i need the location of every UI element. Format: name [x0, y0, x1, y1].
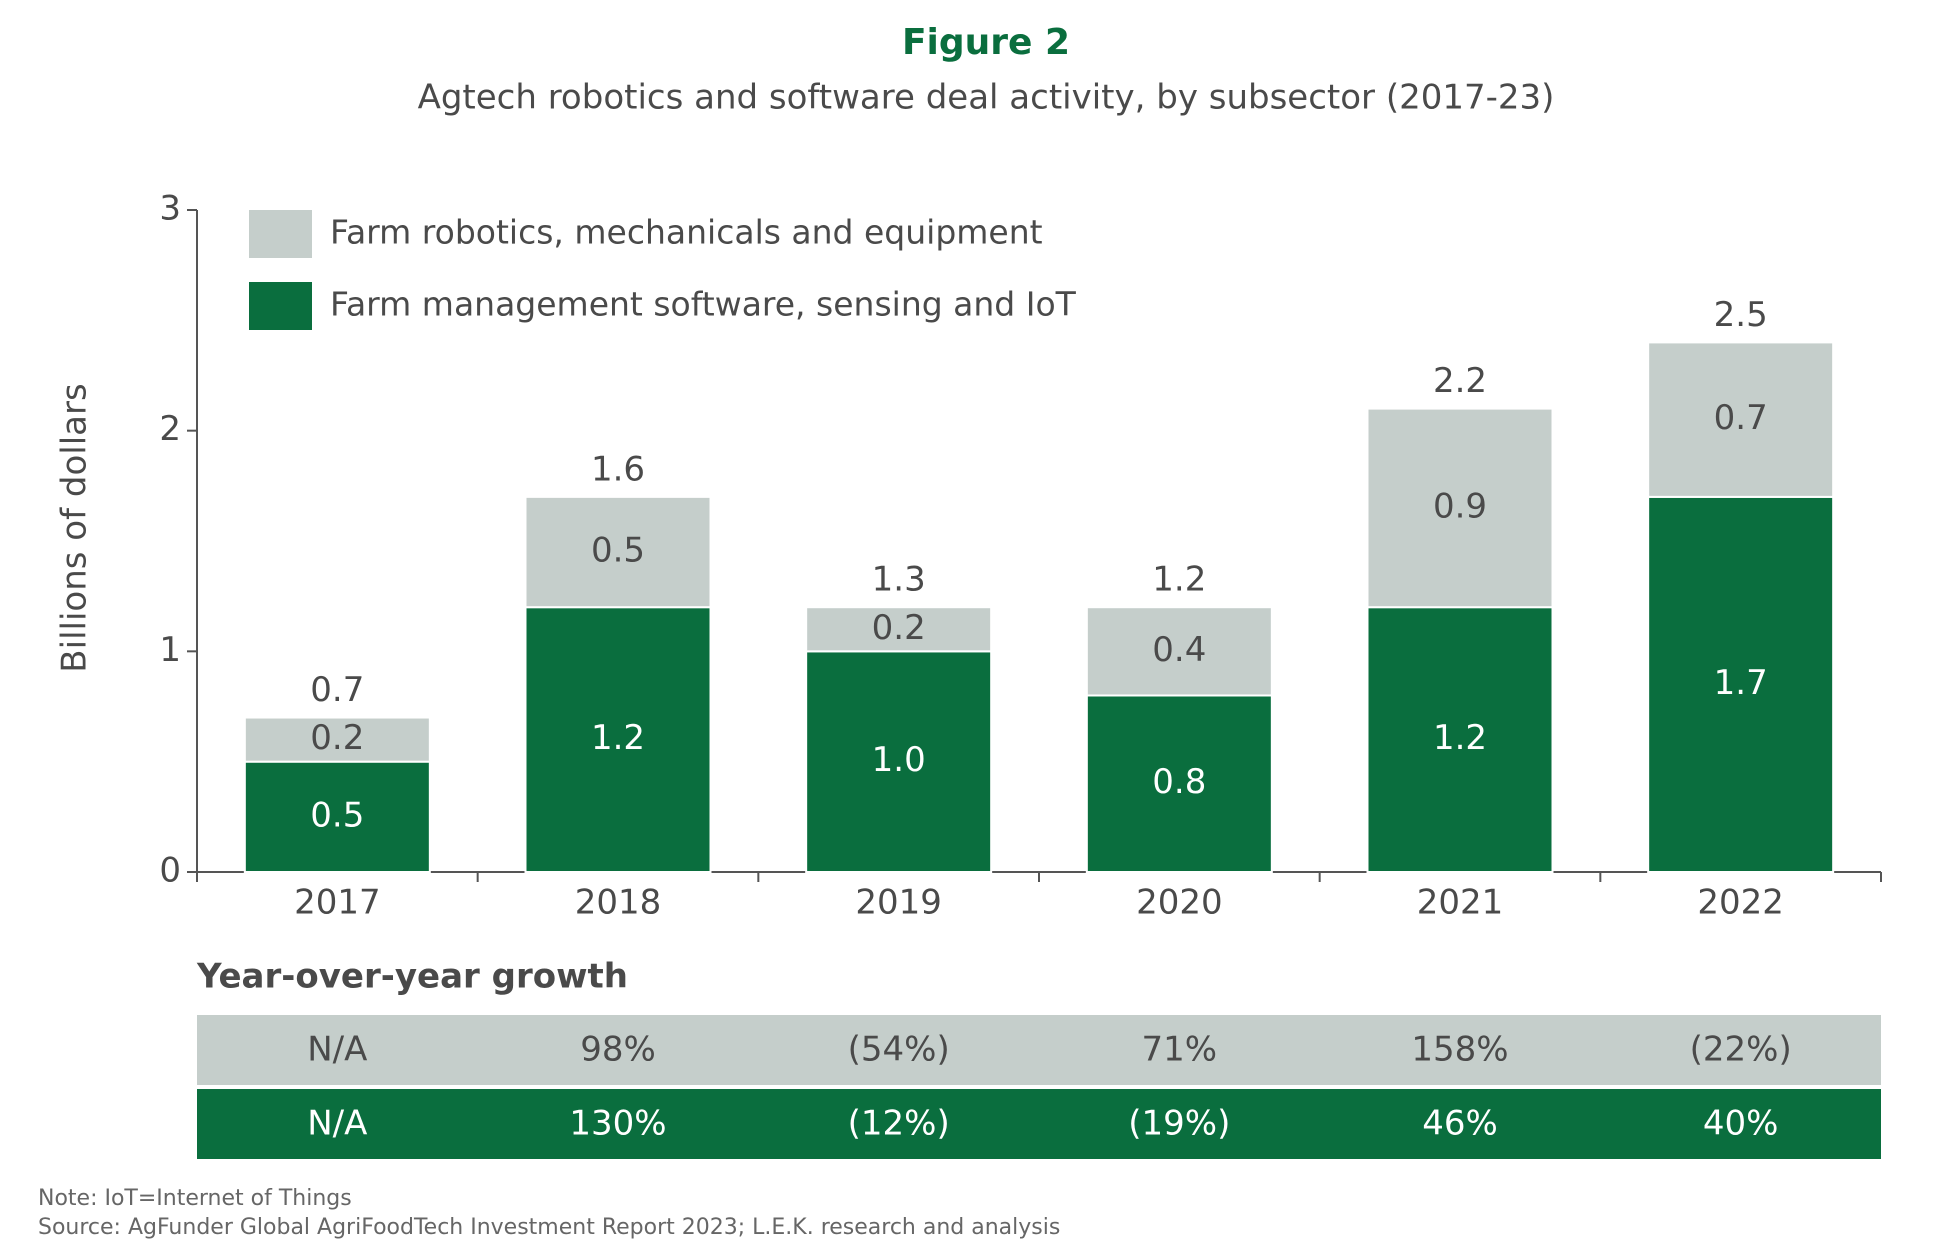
- y-tick-label: 0: [159, 851, 181, 891]
- table-cell: (19%): [1128, 1104, 1230, 1144]
- chart-subtitle: Agtech robotics and software deal activi…: [418, 78, 1555, 118]
- bar-segment: [1366, 606, 1554, 873]
- data-label: 0.7: [1714, 398, 1768, 438]
- table-cell: 98%: [580, 1030, 656, 1070]
- data-label: 1.2: [1433, 718, 1487, 758]
- y-tick-label: 1: [159, 630, 181, 670]
- legend-swatch: [249, 282, 312, 330]
- bar-segment: [1085, 694, 1273, 874]
- x-tick-label: 2017: [294, 883, 381, 923]
- data-label: 0.5: [310, 795, 364, 835]
- data-label: 0.4: [1152, 630, 1206, 670]
- bar-segment: [243, 760, 431, 874]
- bar-segment: [524, 495, 712, 609]
- data-label: 1.2: [591, 718, 645, 758]
- data-label: 1.7: [1714, 663, 1768, 703]
- x-tick-label: 2022: [1697, 883, 1784, 923]
- data-label: 0.2: [310, 718, 364, 758]
- x-tick-label: 2020: [1136, 883, 1223, 923]
- data-label: 1.0: [872, 740, 926, 780]
- bar-segment: [1366, 407, 1554, 609]
- total-label: 2.2: [1433, 361, 1487, 401]
- table-cell: (22%): [1690, 1030, 1792, 1070]
- y-tick-label: 2: [159, 409, 181, 449]
- table-cell: (12%): [848, 1104, 950, 1144]
- legend-label: Farm management software, sensing and Io…: [330, 285, 1077, 324]
- legend-label: Farm robotics, mechanicals and equipment: [330, 213, 1043, 252]
- table-cell: 71%: [1142, 1030, 1218, 1070]
- total-label: 1.3: [872, 560, 926, 600]
- table-cell: 158%: [1411, 1030, 1508, 1070]
- legend-swatch: [249, 210, 312, 258]
- total-label: 2.5: [1714, 295, 1768, 335]
- y-tick-label: 3: [159, 189, 181, 229]
- total-label: 1.2: [1152, 560, 1206, 600]
- bar-segment: [805, 606, 993, 653]
- table-cell: 130%: [569, 1104, 666, 1144]
- total-label: 0.7: [310, 670, 364, 710]
- data-label: 0.8: [1152, 762, 1206, 802]
- data-label: 0.5: [591, 531, 645, 571]
- table-cell: (54%): [848, 1030, 950, 1070]
- total-label: 1.6: [591, 449, 645, 489]
- data-label: 0.9: [1433, 486, 1487, 526]
- table-row: [197, 1089, 1881, 1159]
- x-tick-label: 2021: [1417, 883, 1504, 923]
- table-cell: 40%: [1703, 1104, 1779, 1144]
- x-tick-label: 2018: [575, 883, 662, 923]
- data-label: 0.2: [872, 608, 926, 648]
- table-row: [197, 1015, 1881, 1085]
- x-tick-label: 2019: [855, 883, 942, 923]
- bar-segment: [524, 606, 712, 873]
- table-title: Year-over-year growth: [196, 957, 628, 997]
- y-axis-label: Billions of dollars: [55, 383, 95, 672]
- figure-label: Figure 2: [902, 22, 1070, 63]
- bar-segment: [1647, 341, 1835, 498]
- source: Source: AgFunder Global AgriFoodTech Inv…: [38, 1215, 1060, 1240]
- table-cell: N/A: [307, 1104, 367, 1144]
- bar-segment: [1085, 606, 1273, 697]
- table-cell: 46%: [1422, 1104, 1498, 1144]
- bar-segment: [243, 716, 431, 763]
- table-cell: N/A: [307, 1030, 367, 1070]
- bar-segment: [805, 650, 993, 873]
- note: Note: IoT=Internet of Things: [38, 1186, 352, 1211]
